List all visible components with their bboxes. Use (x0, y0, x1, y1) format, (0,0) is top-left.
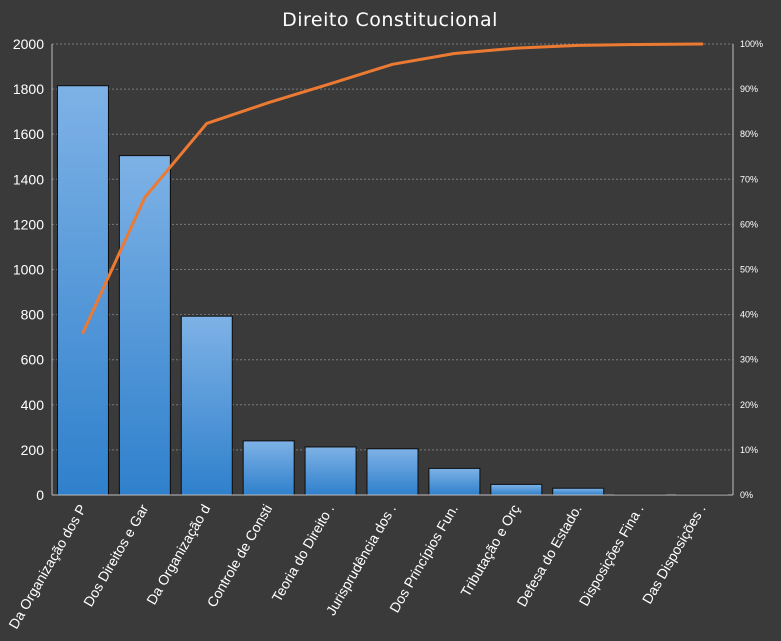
y2-tick-label: 30% (740, 355, 758, 365)
x-tick-label: Da Organização d (143, 502, 213, 608)
x-tick-label: Dos Princípios Fun. (386, 501, 461, 615)
bar (56, 85, 109, 496)
y-tick-label: 600 (21, 352, 45, 368)
bar (490, 483, 543, 496)
y-tick-label: 1800 (13, 81, 44, 97)
y2-axis-ticks: 0% 10% 20% 30% 40% 50% 60% 70% 80% 90% 100% (740, 39, 763, 500)
bar (242, 440, 295, 496)
y2-tick-label: 80% (740, 129, 758, 139)
bar (552, 487, 605, 496)
bar (428, 467, 481, 496)
x-tick-label: Defesa do Estado. (513, 502, 584, 610)
x-tick-label: Controle de Consti (203, 502, 275, 610)
y-tick-label: 1400 (13, 171, 44, 187)
y-tick-label: 0 (36, 487, 44, 503)
x-tick-label: Da Organização dos P (5, 502, 89, 632)
y2-tick-label: 70% (740, 174, 758, 184)
bar (366, 448, 419, 496)
bar (180, 315, 233, 496)
y-tick-label: 800 (21, 307, 45, 323)
y2-tick-label: 60% (740, 219, 758, 229)
y2-tick-label: 10% (740, 445, 758, 455)
y2-tick-label: 40% (740, 310, 758, 320)
y-tick-label: 1000 (13, 262, 44, 278)
y-tick-label: 1200 (13, 216, 44, 232)
y-tick-label: 200 (21, 442, 45, 458)
chart-title: Direito Constitucional (282, 9, 498, 31)
cumulative-line-layer (81, 42, 704, 335)
bar (304, 446, 357, 496)
x-tick-label: Das Disposições . (639, 502, 709, 607)
x-tick-label: Jurisprudência dos . (323, 502, 400, 619)
cumulative-line (81, 42, 704, 335)
y2-tick-label: 50% (740, 265, 758, 275)
y2-tick-label: 20% (740, 400, 758, 410)
axes (51, 44, 734, 496)
y-tick-label: 2000 (13, 36, 44, 52)
y-tick-label: 400 (21, 397, 45, 413)
x-tick-label: Dos Direitos e Gar (80, 501, 152, 609)
x-tick-label: Teoria do Direito . (268, 502, 337, 605)
x-tick-label: Disposições Fina . (576, 502, 647, 609)
bars (56, 85, 729, 496)
y2-tick-label: 0% (740, 490, 753, 500)
bar (118, 155, 171, 496)
x-tick-label: Tributação e Orç (457, 502, 523, 600)
y2-tick-label: 90% (740, 84, 758, 94)
y-tick-label: 1600 (13, 126, 44, 142)
y2-tick-label: 100% (740, 39, 763, 49)
y-axis-ticks: 0 200 400 600 800 1000 1200 1400 1600 1800 2000 (13, 36, 44, 503)
